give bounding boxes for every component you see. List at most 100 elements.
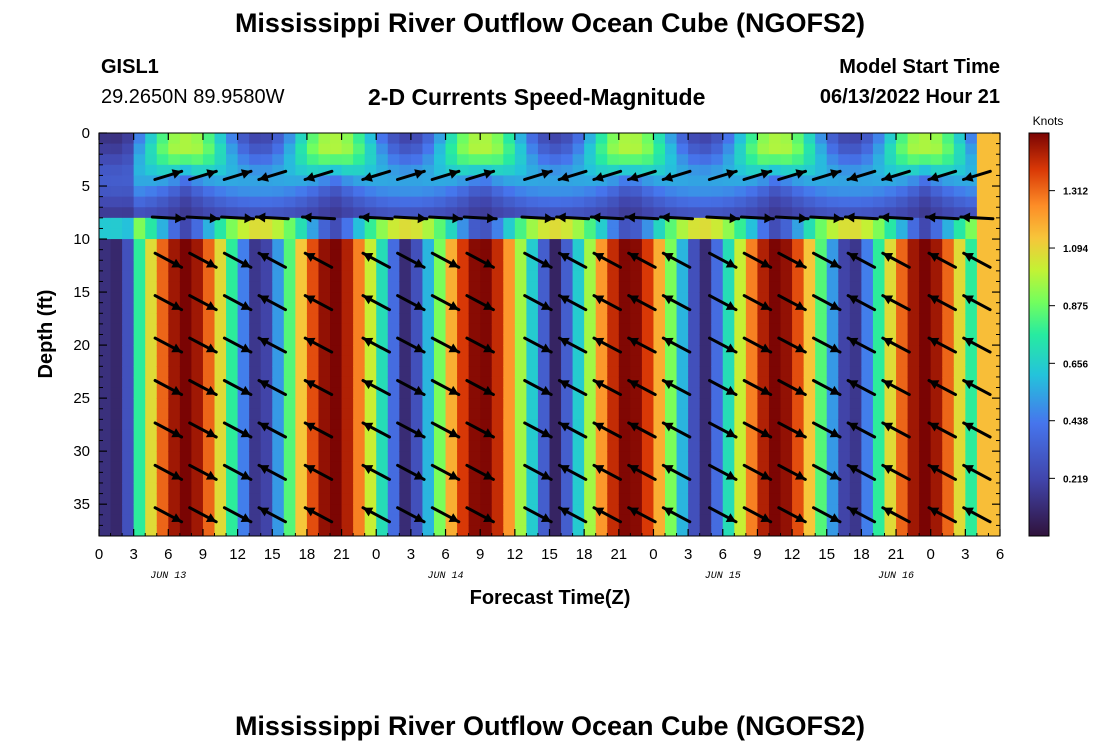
heatmap-cell: [976, 302, 990, 314]
heatmap-cell: [826, 207, 839, 219]
heatmap-cell: [641, 228, 655, 240]
heatmap-cell: [768, 207, 782, 219]
heatmap-cell: [711, 270, 724, 283]
heatmap-cell: [445, 270, 458, 283]
heatmap-cell: [699, 504, 712, 516]
heatmap-cell: [884, 525, 897, 536]
heatmap-cell: [826, 419, 839, 431]
heatmap-cell: [480, 175, 493, 187]
heatmap-cell: [202, 376, 216, 389]
current-vector-arrow: [962, 463, 992, 481]
x-tick-label: 3: [684, 546, 692, 563]
heatmap-cell: [110, 419, 123, 431]
heatmap-cell: [306, 207, 320, 219]
current-vector-arrow: [523, 463, 553, 481]
heatmap-cell: [711, 429, 724, 442]
heatmap-cell: [179, 408, 193, 420]
heatmap-cell: [653, 217, 666, 230]
current-vector-arrow: [777, 506, 807, 524]
heatmap-cell: [179, 525, 193, 536]
heatmap-cell: [168, 154, 181, 166]
heatmap-cell: [341, 302, 354, 314]
heatmap-cell: [699, 154, 712, 166]
heatmap-cell: [780, 461, 793, 473]
heatmap-cell: [480, 440, 493, 452]
heatmap-cell: [803, 228, 816, 240]
heatmap-cell: [861, 281, 874, 293]
heatmap-cell: [99, 175, 112, 187]
heatmap-cell: [376, 323, 389, 336]
heatmap-cell: [526, 493, 539, 505]
heatmap-cell: [364, 270, 377, 283]
heatmap-cell: [341, 260, 354, 272]
heatmap-cell: [260, 472, 273, 484]
heatmap-cell: [99, 429, 112, 442]
current-vector-arrow: [742, 506, 773, 524]
heatmap-cell: [514, 345, 527, 357]
heatmap-cell: [919, 260, 932, 272]
current-vector-arrow: [257, 506, 287, 524]
heatmap-cell: [376, 270, 389, 283]
current-vector-arrow: [812, 463, 842, 481]
heatmap-cell: [399, 207, 412, 219]
heatmap-cell: [641, 196, 655, 208]
heatmap-cell: [249, 482, 262, 495]
heatmap-cell: [237, 323, 250, 336]
heatmap-cell: [768, 355, 782, 367]
current-vector-arrow: [881, 463, 911, 481]
heatmap-cell: [272, 228, 285, 240]
heatmap-cell: [537, 482, 551, 495]
heatmap-cell: [872, 217, 886, 230]
heatmap-cell: [942, 228, 955, 240]
heatmap-cell: [861, 217, 874, 230]
heatmap-cell: [537, 493, 551, 505]
heatmap-cell: [803, 239, 816, 251]
heatmap-cell: [780, 313, 793, 325]
heatmap-cell: [457, 345, 470, 357]
heatmap-cell: [272, 387, 285, 399]
heatmap-cell: [480, 355, 493, 367]
heatmap-cell: [953, 472, 966, 484]
heatmap-cell: [699, 376, 712, 389]
heatmap-cell: [919, 366, 932, 378]
heatmap-cell: [815, 292, 828, 304]
heatmap-cell: [641, 154, 655, 166]
heatmap-cell: [226, 207, 239, 219]
heatmap-cell: [676, 217, 689, 230]
heatmap-cell: [364, 345, 377, 357]
heatmap-cell: [561, 408, 574, 420]
heatmap-cell: [295, 366, 308, 378]
heatmap-cell: [226, 154, 239, 166]
axes: 0 3 6 9 12 15 18 21 0 3 6 9 12 15 18 21 0 3 6 9 12 15 18 21 0 3 6J…: [73, 125, 1004, 582]
heatmap-cell: [584, 292, 597, 304]
heatmap-cell: [226, 493, 239, 505]
heatmap-cell: [907, 292, 920, 304]
heatmap-cell: [676, 133, 689, 145]
heatmap-cell: [641, 440, 655, 452]
heatmap-cell: [884, 143, 897, 155]
heatmap-cell: [226, 239, 239, 251]
current-vectors: [150, 169, 995, 524]
heatmap-cell: [630, 302, 643, 314]
heatmap-cell: [584, 143, 597, 155]
heatmap-cell: [156, 270, 169, 283]
heatmap-cell: [792, 249, 805, 261]
heatmap-cell: [641, 482, 655, 495]
heatmap-cell: [99, 292, 112, 304]
heatmap-cell: [584, 217, 597, 230]
heatmap-cell: [468, 207, 481, 219]
heatmap-cell: [422, 493, 435, 505]
heatmap-cell: [122, 398, 135, 410]
heatmap-cell: [226, 196, 239, 208]
heatmap-cell: [630, 217, 643, 230]
heatmap-cell: [399, 281, 412, 293]
heatmap-cell: [364, 313, 377, 325]
heatmap-cell: [849, 302, 862, 314]
heatmap-cell: [110, 493, 123, 505]
heatmap-cell: [815, 270, 828, 283]
heatmap-cell: [145, 133, 158, 145]
heatmap-cell: [526, 408, 539, 420]
heatmap-cell: [930, 493, 943, 505]
heatmap-cell: [688, 419, 701, 431]
heatmap-cell: [468, 154, 481, 166]
